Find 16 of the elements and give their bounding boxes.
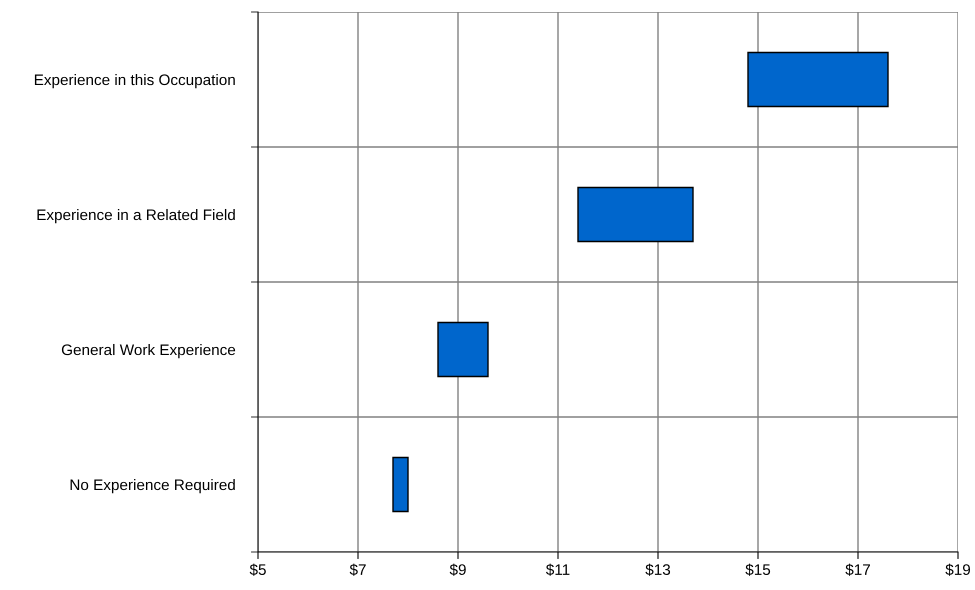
x-tick-label: $7 [350, 564, 366, 576]
y-tick-label: Experience in a Related Field [37, 208, 235, 224]
x-tick-label: $9 [450, 564, 466, 576]
x-tick-label: $15 [745, 564, 770, 576]
bar [437, 322, 489, 378]
x-tick-label: $13 [645, 564, 670, 576]
x-tick-label: $17 [845, 564, 870, 576]
y-tick-label: No Experience Required [70, 478, 235, 494]
x-tick-label: $11 [546, 564, 570, 576]
bar [747, 52, 889, 108]
x-tick-label: $5 [250, 564, 266, 576]
y-tick-label: General Work Experience [62, 344, 236, 358]
x-tick-label: $19 [945, 564, 970, 576]
y-tick-label: Experience in this Occupation [34, 74, 235, 88]
bar [577, 186, 694, 242]
bar [392, 456, 409, 512]
